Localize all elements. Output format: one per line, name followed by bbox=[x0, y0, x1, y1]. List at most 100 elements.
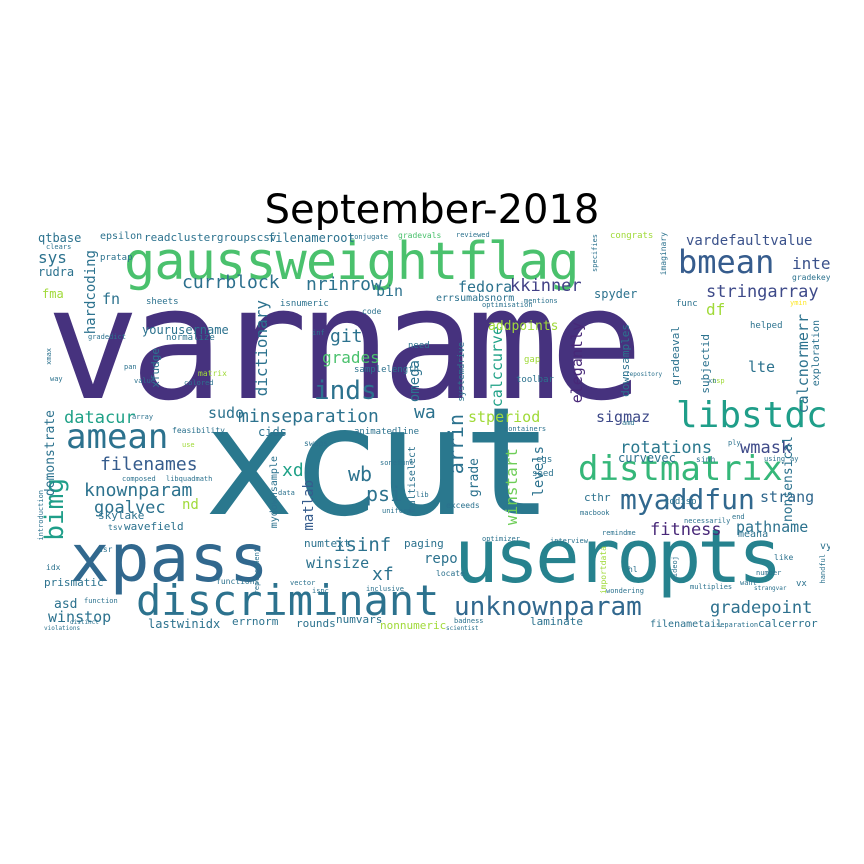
word-laminate: laminate bbox=[530, 615, 583, 628]
word-animatedline: animatedline bbox=[354, 427, 420, 437]
word-sinh: sinh bbox=[696, 455, 716, 464]
word-xmax: xmax bbox=[45, 348, 53, 365]
word-amd: amd bbox=[622, 419, 635, 427]
word-arrin: arrin bbox=[444, 414, 468, 475]
word-asd: asd bbox=[54, 597, 78, 612]
word-ymin: ymin bbox=[790, 299, 807, 307]
word-gradepoint: gradepoint bbox=[710, 598, 813, 618]
word-distmatrix: distmatrix bbox=[578, 449, 783, 489]
word-discriminant: discriminant bbox=[136, 576, 440, 625]
word-numvars: numvars bbox=[336, 613, 383, 626]
word-currblock: currblock bbox=[182, 272, 280, 293]
word-isinf: isinf bbox=[334, 534, 392, 556]
word-need: need bbox=[408, 341, 430, 351]
word-bin: bin bbox=[376, 282, 404, 300]
word-vy: vy bbox=[820, 541, 830, 552]
word-winstop: winstop bbox=[48, 608, 112, 626]
word-end: end bbox=[732, 513, 745, 521]
word-demonstrate: demonstrate bbox=[43, 410, 58, 497]
word-readclustergroupscsv: readclustergroupscsv bbox=[144, 231, 277, 244]
word-sigmaz: sigmaz bbox=[596, 408, 651, 426]
word-lte: lte bbox=[748, 358, 776, 376]
word-tsp: tsp bbox=[712, 377, 725, 385]
word-grade: grade bbox=[467, 458, 482, 498]
word-colored: colored bbox=[184, 379, 214, 387]
word-sheets: sheets bbox=[146, 297, 179, 307]
word-nrinrow: nrinrow bbox=[306, 274, 382, 295]
word-way: way bbox=[50, 375, 63, 383]
word-inclusive: inclusive bbox=[366, 585, 404, 593]
word-xcut: xcut bbox=[204, 376, 553, 550]
word-vx: vx bbox=[796, 579, 807, 589]
word-rotations: rotations bbox=[620, 438, 713, 458]
word-goalvec: goalvec bbox=[94, 498, 166, 518]
word-array: array bbox=[132, 413, 154, 421]
word-yourusername: yourusername bbox=[142, 323, 229, 337]
word-necessarily: necessarily bbox=[684, 517, 731, 525]
word-xn: xn bbox=[708, 377, 717, 385]
word-lastwinidx: lastwinidx bbox=[148, 617, 221, 631]
word-epsilon: epsilon bbox=[100, 231, 143, 242]
word-spyder: spyder bbox=[594, 287, 638, 301]
word-wb: wb bbox=[348, 462, 373, 486]
word-gaussweightflag: gaussweightflag bbox=[124, 232, 580, 292]
word-isnumeric: isnumeric bbox=[280, 299, 329, 309]
word-strangvar: strangvar bbox=[754, 585, 787, 592]
word-idx: idx bbox=[46, 563, 61, 572]
word-gradekey: gradekey bbox=[792, 273, 830, 282]
word-wavefield: wavefield bbox=[124, 520, 184, 533]
word-separation: separation bbox=[716, 621, 759, 629]
word-skylake: skylake bbox=[98, 509, 145, 522]
word-conjugate: conjugate bbox=[350, 233, 388, 241]
word-bmean: bmean bbox=[678, 243, 775, 281]
word-filenameroot: filenameroot bbox=[268, 231, 355, 245]
word-paging: paging bbox=[404, 537, 444, 550]
word-data: data bbox=[278, 489, 295, 497]
word-prismatic: prismatic bbox=[44, 576, 104, 589]
word-ply: ply bbox=[728, 439, 741, 447]
word-optimizer: optimizer bbox=[482, 535, 520, 543]
word-inds: inds bbox=[314, 376, 377, 406]
word-congrats: congrats bbox=[610, 231, 654, 241]
word-addpoints: addpoints bbox=[488, 319, 559, 334]
word-filenames: filenames bbox=[100, 454, 198, 475]
word-sudo: sudo bbox=[208, 404, 245, 422]
word-meana: meana bbox=[738, 529, 769, 540]
word-varname: varname bbox=[46, 253, 643, 435]
word-qtbase: qtbase bbox=[38, 231, 82, 245]
word-tsv: tsv bbox=[108, 523, 123, 532]
word-badness: badness bbox=[454, 617, 484, 625]
word-value: value bbox=[134, 377, 156, 385]
word-pathname: pathname bbox=[736, 518, 809, 536]
word-intel: intel bbox=[792, 254, 830, 273]
word-normalize: normalize bbox=[166, 333, 215, 343]
word-calcerror: calcerror bbox=[758, 617, 818, 630]
word-clears: clears bbox=[46, 243, 72, 251]
word-uniform: uniform bbox=[382, 507, 412, 515]
word-interview: interview bbox=[550, 537, 588, 545]
word-code: code bbox=[362, 307, 382, 316]
word-imaginary: imaginary bbox=[659, 232, 668, 276]
word-numtext: numtext bbox=[304, 537, 351, 550]
wordcloud-title: September-2018 bbox=[264, 187, 600, 233]
word-elegantly: elegantly bbox=[568, 322, 586, 404]
word-samplelength: samplelength bbox=[354, 365, 420, 375]
word-sys: sys bbox=[38, 248, 67, 267]
word-seed: seed bbox=[532, 469, 554, 479]
word-cthr: cthr bbox=[584, 491, 611, 504]
word-amean: amean bbox=[66, 417, 169, 457]
word-ispc: ispc bbox=[312, 587, 329, 595]
word-useropts: useropts bbox=[454, 514, 782, 600]
word-replacement: replacement bbox=[253, 548, 261, 595]
word-number: number bbox=[756, 569, 782, 577]
word-specifies: specifies bbox=[591, 234, 599, 272]
word-nonsensical: nonsensical bbox=[781, 436, 796, 523]
word-locate: locate bbox=[436, 569, 465, 578]
word-strang: strang bbox=[760, 488, 815, 506]
word-fitness: fitness bbox=[650, 520, 722, 540]
word-calcnormerr: calcnormerr bbox=[794, 314, 812, 414]
word-repo: repo bbox=[424, 551, 458, 567]
word-minseparation: minseparation bbox=[238, 406, 379, 427]
word-scientist: scientist bbox=[446, 625, 479, 632]
word-gap: gap bbox=[524, 355, 541, 365]
